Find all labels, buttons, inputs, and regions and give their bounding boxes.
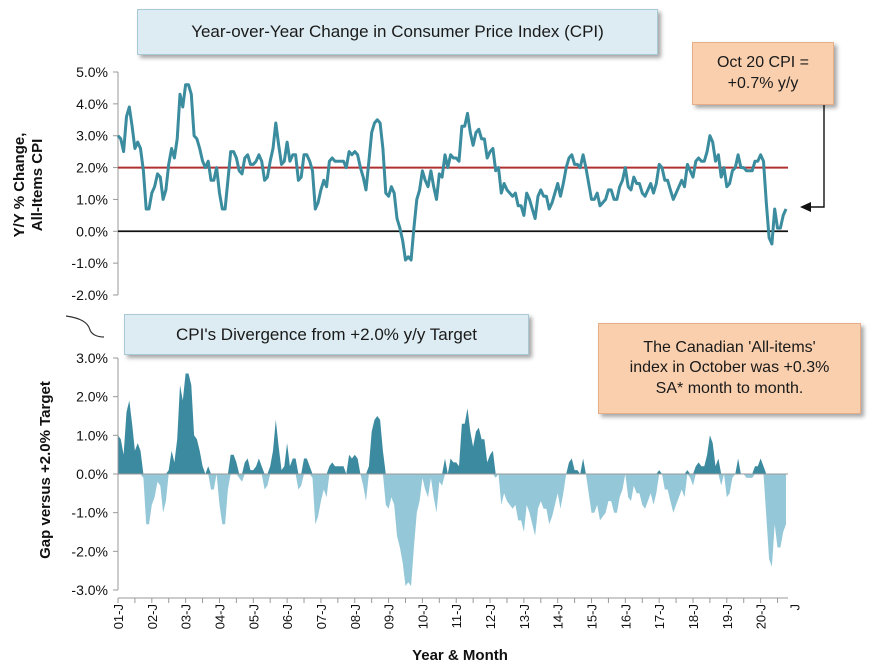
x-tick-label: 15-J: [585, 604, 600, 629]
bottom-chart-area: [118, 373, 786, 587]
top-y-axis-label-line1: Y/Y % Change,: [11, 133, 28, 238]
x-tick-label: 04-J: [213, 604, 228, 629]
bottom-y-tick-label: -2.0%: [71, 543, 108, 559]
bottom-y-tick-label: 1.0%: [76, 427, 108, 443]
callout-leader-line: [810, 103, 825, 208]
top-chart-series: [116, 83, 788, 262]
bottom-y-axis-label: Gap versus +2.0% Target: [37, 381, 54, 559]
x-tick-label: 07-J: [314, 604, 329, 629]
x-tick-label: 12-J: [483, 604, 498, 629]
x-tick-label: 20-J: [754, 604, 769, 629]
top-chart-axes: 5.0% 4.0% 3.0% 2.0% 1.0% 0.0% -1.0% -2.0%: [71, 64, 788, 303]
canada-index-callout: The Canadian 'All-items' index in Octobe…: [598, 323, 861, 414]
x-tick-label: 09-J: [382, 604, 397, 629]
bottom-y-tick-label: 0.0%: [76, 466, 108, 482]
gap-positive-area: [118, 373, 786, 474]
oct-cpi-callout-line1: Oct 20 CPI =: [716, 54, 810, 72]
x-tick-label: 02-J: [145, 604, 160, 629]
top-y-tick-label: -1.0%: [71, 255, 108, 271]
x-tick-label: 08-J: [348, 604, 363, 629]
x-tick-label: 19-J: [720, 604, 735, 629]
canada-callout-line1: The Canadian 'All-items': [643, 338, 816, 356]
x-tick-label: J: [788, 604, 803, 611]
bottom-y-tick-label: 3.0%: [76, 350, 108, 366]
x-tick-label: 01-J: [111, 604, 126, 629]
divider-squiggle: [65, 315, 105, 338]
x-tick-label: 05-J: [246, 604, 261, 629]
x-axis: 01-J 02-J 03-J 04-J 05-J 06-J 07-J 08-J 09-J 10-J…: [111, 597, 803, 629]
x-tick-label: 13-J: [517, 604, 532, 629]
bottom-y-tick-label: 2.0%: [76, 389, 108, 405]
x-tick-label: 06-J: [280, 604, 295, 629]
top-y-tick-label: 1.0%: [76, 191, 108, 207]
oct-cpi-callout: Oct 20 CPI = +0.7% y/y: [692, 42, 834, 105]
x-tick-label: 11-J: [449, 604, 464, 628]
x-tick-label: 03-J: [179, 604, 194, 629]
top-y-tick-label: 2.0%: [76, 160, 108, 176]
canada-callout-line3: SA* month to month.: [655, 379, 804, 397]
bottom-chart-title: CPI's Divergence from +2.0% y/y Target: [124, 314, 529, 355]
x-axis-title: Year & Month: [412, 647, 508, 664]
bottom-y-tick-label: -3.0%: [71, 582, 108, 598]
top-chart-title: Year-over-Year Change in Consumer Price …: [137, 9, 658, 55]
callout-arrowhead: [800, 202, 811, 212]
x-tick-label: 14-J: [551, 604, 566, 629]
bottom-y-tick-label: -1.0%: [71, 505, 108, 521]
bottom-chart-axes: 3.0% 2.0% 1.0% 0.0% -1.0% -2.0% -3.0%: [71, 350, 788, 598]
canada-callout-line2: index in October was +0.3%: [629, 359, 830, 377]
top-y-tick-label: 3.0%: [76, 128, 108, 144]
top-y-tick-label: -2.0%: [71, 287, 108, 303]
x-tick-label: 18-J: [686, 604, 701, 629]
top-y-tick-label: 4.0%: [76, 96, 108, 112]
x-tick-label: 10-J: [415, 604, 430, 629]
top-y-axis-label-line2: All-Items CPI: [29, 139, 46, 232]
oct-cpi-callout-line2: +0.7% y/y: [727, 74, 799, 92]
top-y-tick-label: 5.0%: [76, 64, 108, 80]
x-tick-label: 16-J: [618, 604, 633, 629]
x-tick-label: 17-J: [652, 604, 667, 629]
gap-negative-area: [118, 474, 786, 587]
top-y-tick-label: 0.0%: [76, 223, 108, 239]
cpi-series-line: [116, 83, 788, 262]
